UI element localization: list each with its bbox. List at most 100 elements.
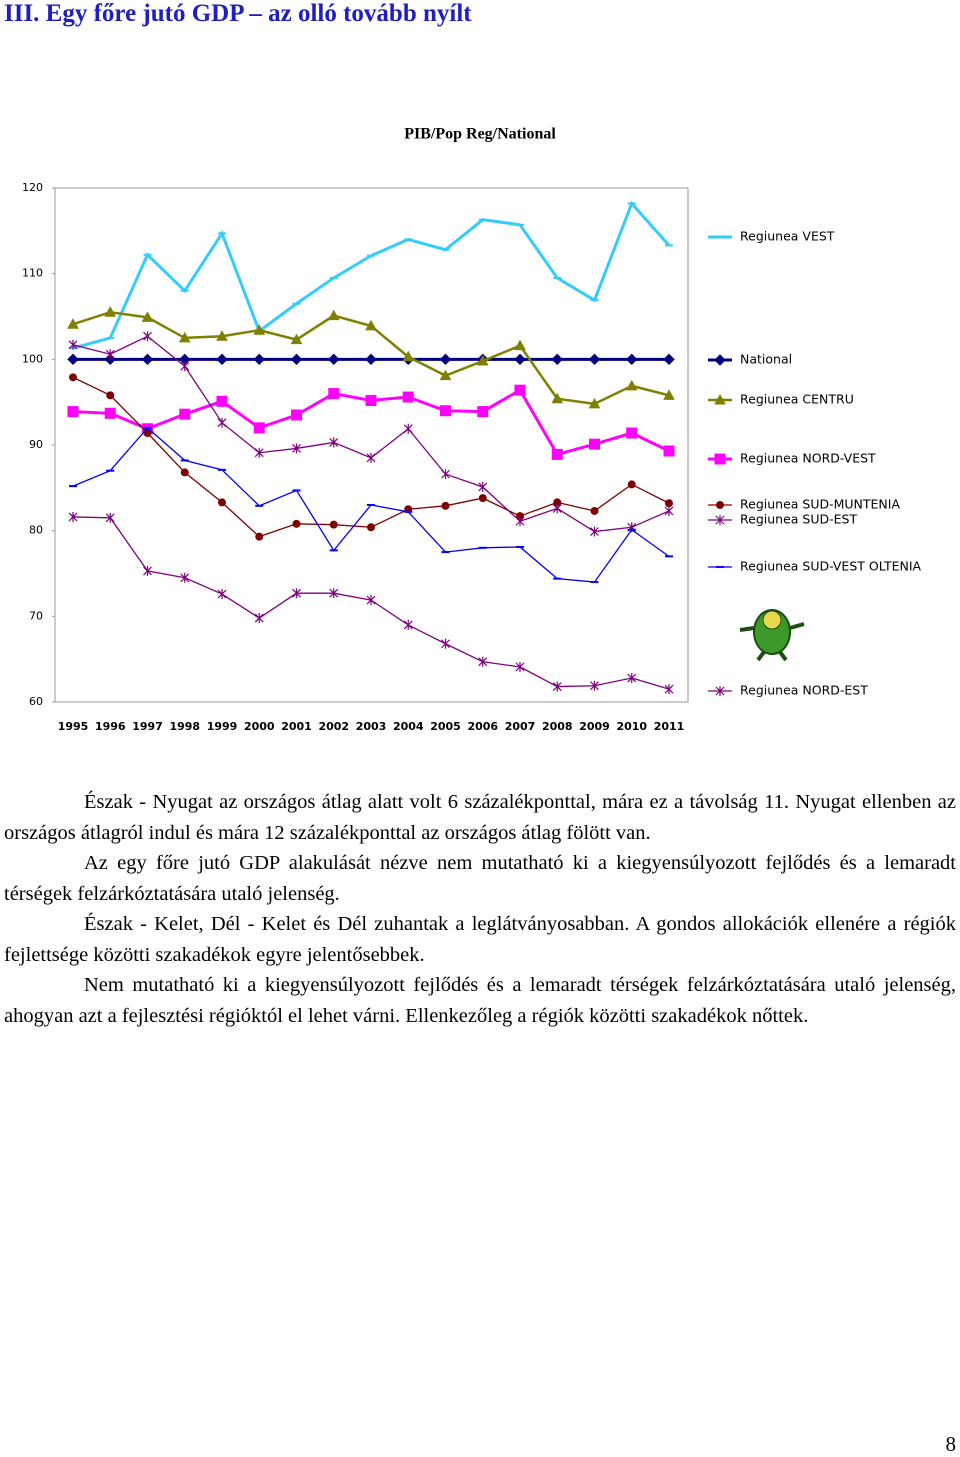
marker: [590, 680, 599, 691]
paragraph: Nem mutatható ki a kiegyensúlyozott fejl…: [4, 974, 956, 1027]
marker: [255, 532, 264, 541]
marker: [327, 309, 340, 321]
chart: PIB/Pop Reg/National 60 70 80 90 100 110 120 19…: [22, 126, 922, 733]
x-tick-label: 1995: [58, 720, 89, 733]
marker-shape: [590, 680, 599, 691]
marker: [590, 506, 599, 515]
paragraph: Az egy főre jutó GDP alakulását nézve ne…: [4, 852, 956, 905]
marker: [627, 673, 637, 684]
marker-shape: [143, 331, 152, 342]
marker: [104, 306, 117, 317]
marker: [552, 681, 562, 692]
legend-item: Regiunea SUD-EST: [708, 512, 857, 527]
legend-label: Regiunea SUD-VEST OLTENIA: [740, 559, 922, 574]
marker: [143, 429, 152, 438]
marker-shape: [216, 330, 228, 341]
marker: [589, 438, 600, 450]
marker-shape: [478, 656, 488, 667]
y-tick-label: 90: [29, 438, 43, 451]
marker-shape: [329, 588, 339, 599]
marker-shape: [402, 391, 414, 403]
marker: [664, 684, 674, 695]
marker: [439, 369, 452, 381]
marker: [216, 395, 228, 407]
y-tick-label: 110: [22, 267, 43, 280]
marker-shape: [403, 619, 413, 630]
x-tick-label: 2009: [579, 720, 610, 733]
marker-shape: [217, 417, 227, 428]
marker-shape: [217, 589, 227, 600]
marker: [143, 565, 152, 576]
marker: [441, 501, 450, 510]
marker: [105, 512, 115, 523]
marker: [141, 353, 154, 366]
marker-shape: [439, 353, 452, 366]
marker-shape: [439, 369, 452, 381]
marker-shape: [514, 339, 526, 351]
y-tick-label: 70: [29, 609, 43, 622]
marker-shape: [218, 498, 226, 507]
paragraph: Észak - Nyugat az országos átlag alatt v…: [4, 791, 956, 844]
marker: [367, 523, 375, 532]
legend-item: Regiunea SUD-VEST OLTENIA: [708, 559, 922, 574]
marker-shape: [441, 501, 450, 510]
legend-item: Regiunea CENTRU: [708, 392, 854, 407]
marker: [253, 422, 265, 434]
marker-shape: [104, 306, 117, 317]
legend-label: Regiunea VEST: [740, 229, 835, 244]
marker: [551, 448, 563, 460]
marker-shape: [365, 353, 377, 366]
marker-shape: [476, 355, 489, 366]
legend-item: Regiunea NORD-EST: [708, 683, 868, 698]
marker: [328, 388, 340, 400]
marker: [180, 572, 190, 583]
marker: [178, 331, 191, 343]
marker-shape: [68, 339, 78, 350]
marker: [67, 353, 79, 366]
marker-shape: [514, 353, 526, 366]
marker-shape: [178, 331, 191, 343]
marker-shape: [365, 394, 377, 406]
marker: [69, 373, 77, 382]
marker: [365, 353, 377, 366]
marker-shape: [663, 389, 675, 400]
marker-shape: [291, 409, 302, 421]
marker: [216, 353, 228, 366]
legend-item: National: [708, 352, 792, 367]
marker: [626, 353, 638, 366]
marker-shape: [715, 686, 725, 696]
marker-shape: [590, 526, 599, 537]
marker-shape: [478, 481, 488, 492]
marker-shape: [254, 447, 264, 458]
marker-shape: [588, 397, 601, 409]
marker: [328, 353, 340, 366]
marker-shape: [441, 469, 450, 480]
marker: [514, 353, 526, 366]
marker-shape: [68, 511, 78, 522]
marker-shape: [477, 406, 489, 418]
x-tick-label: 1999: [207, 720, 238, 733]
marker-shape: [290, 353, 303, 366]
marker: [439, 353, 452, 366]
marker: [514, 339, 526, 351]
marker: [365, 394, 377, 406]
legend-label: Regiunea NORD-EST: [740, 683, 868, 698]
x-tick-label: 2001: [281, 720, 312, 733]
x-tick-label: 1997: [132, 720, 163, 733]
marker: [329, 520, 338, 529]
marker-shape: [626, 427, 638, 439]
marker: [254, 613, 264, 624]
marker: [515, 661, 525, 672]
marker: [588, 397, 601, 409]
marker-shape: [292, 443, 301, 454]
x-tick-label: 2010: [616, 720, 647, 733]
marker: [664, 505, 674, 516]
marker: [478, 481, 488, 492]
marker: [180, 468, 189, 477]
marker: [476, 355, 489, 366]
marker: [253, 353, 265, 366]
marker: [715, 515, 725, 525]
legend-label: Regiunea NORD-VEST: [740, 451, 876, 466]
marker: [179, 408, 191, 420]
